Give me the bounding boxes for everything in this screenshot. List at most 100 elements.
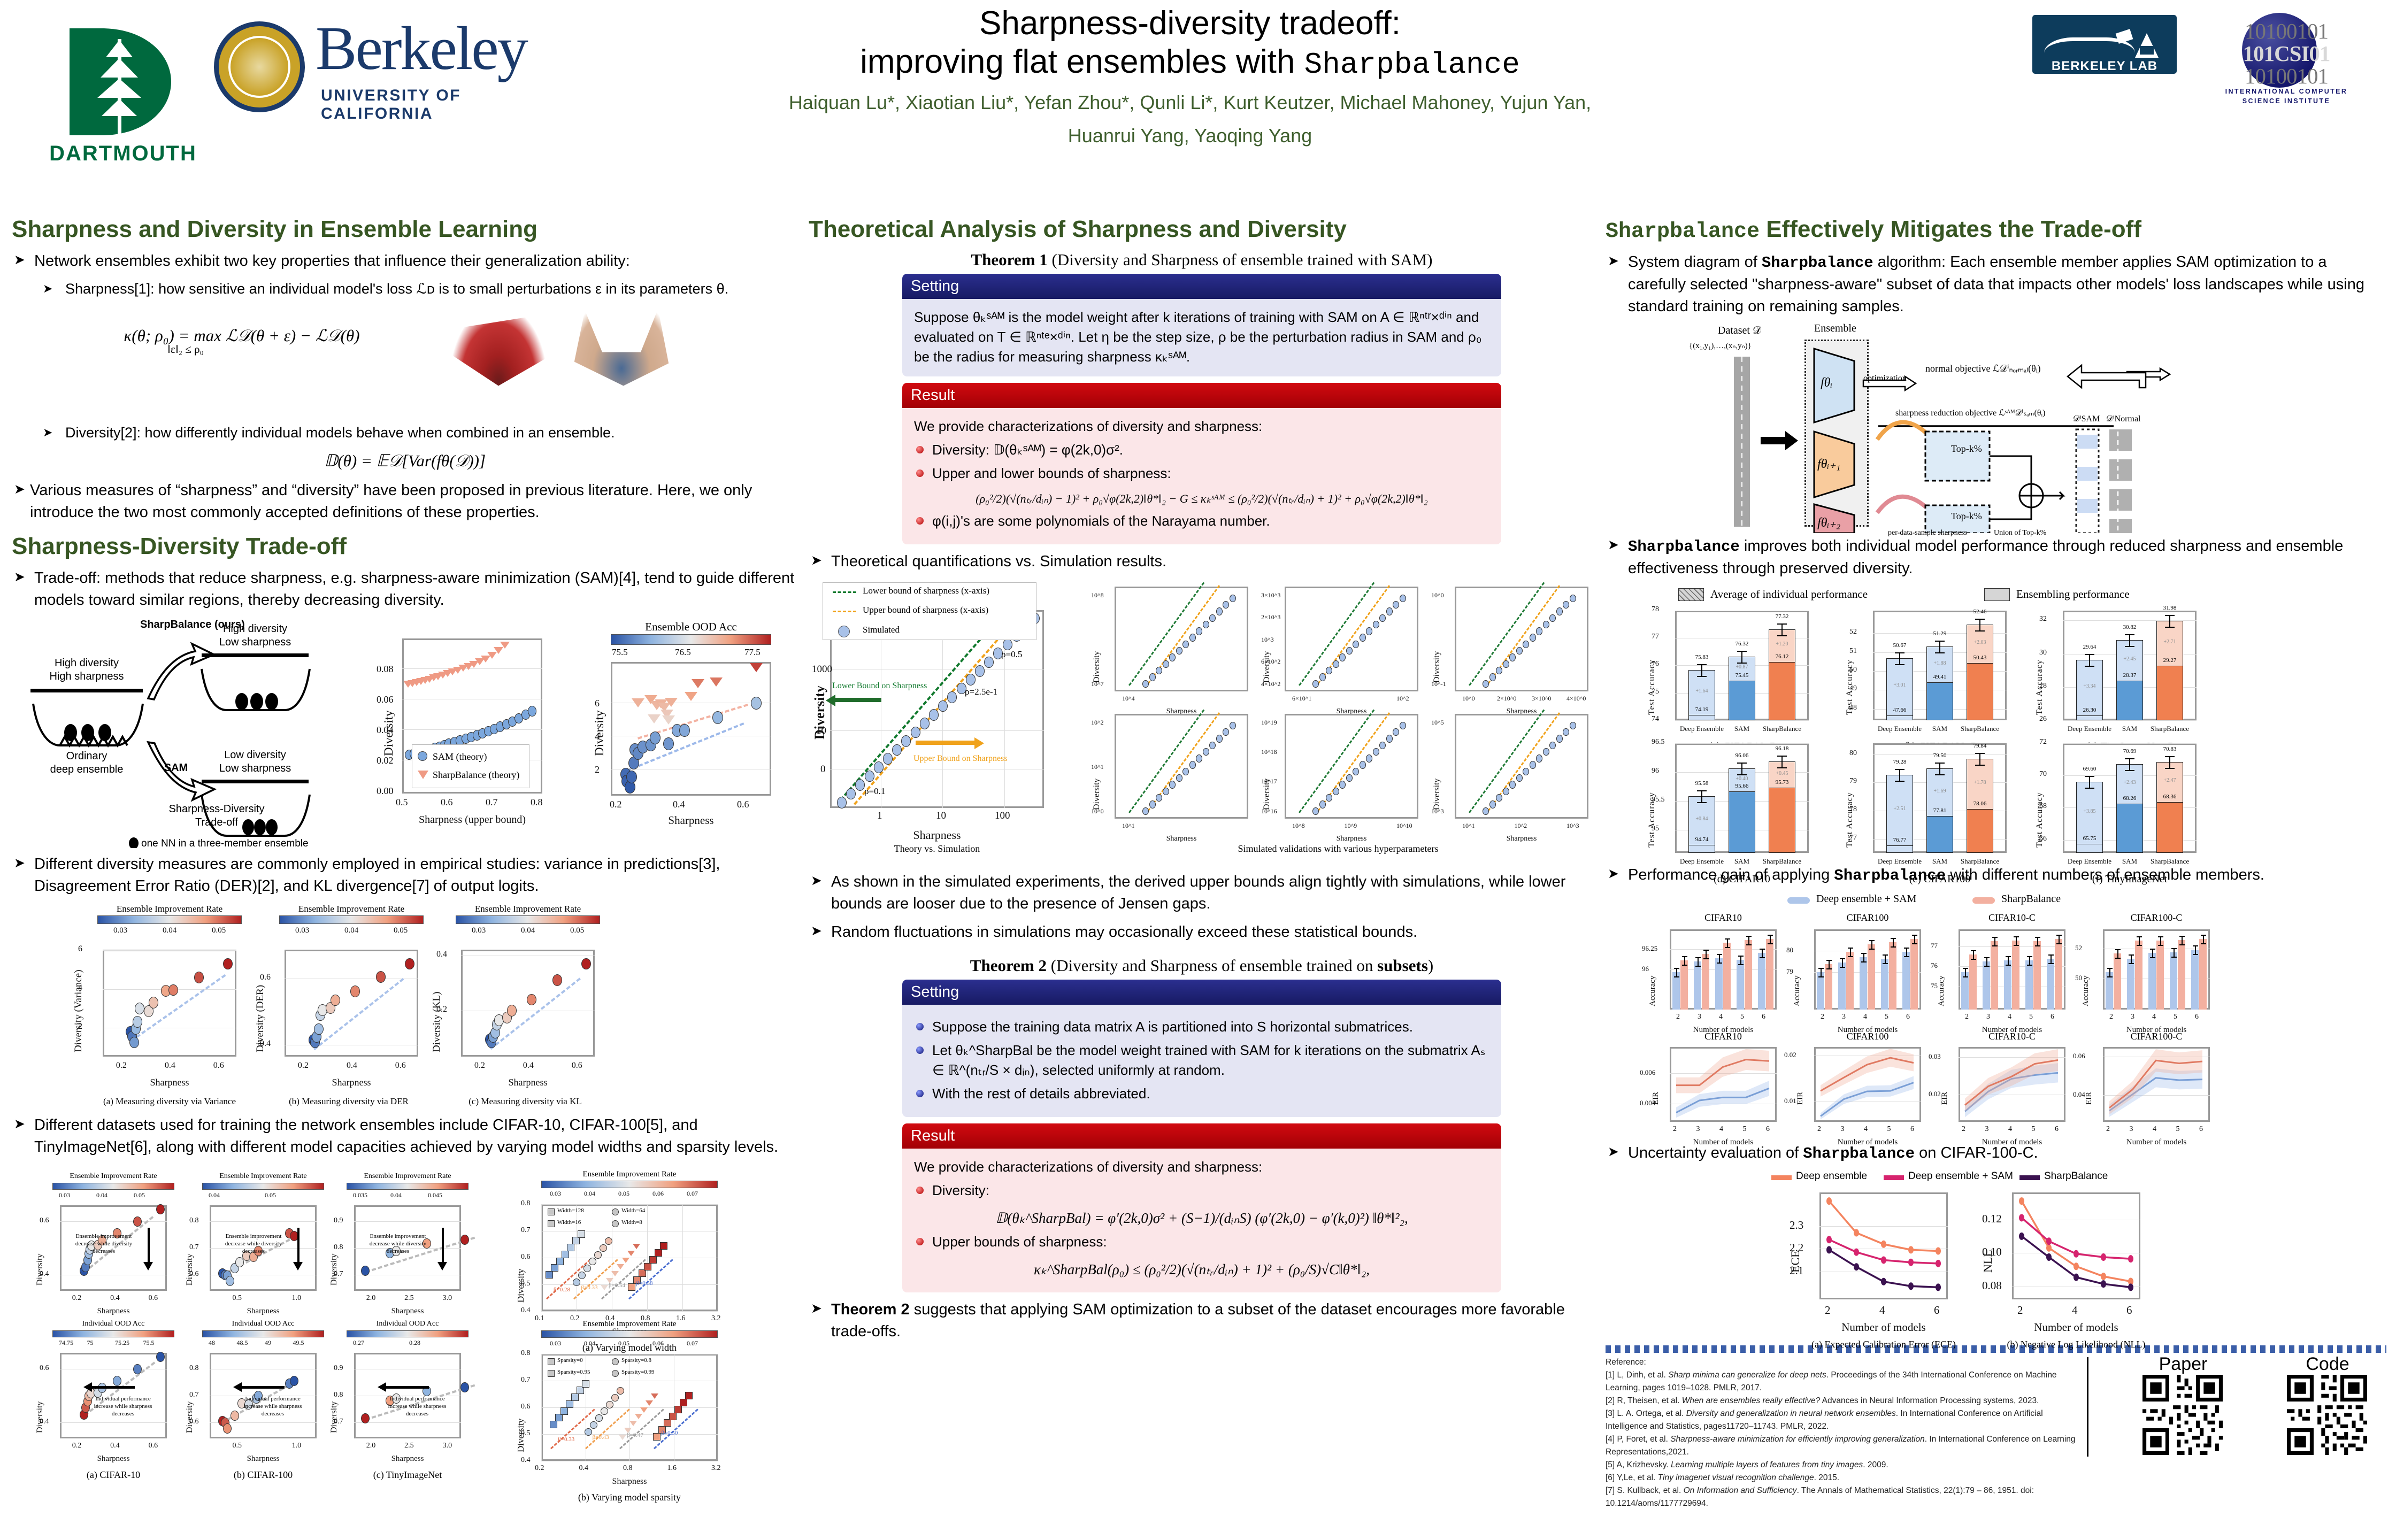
anno-lower-bound: Lower Bound on Sharpness: [832, 681, 927, 690]
anno-text: Individual performance increase while sh…: [94, 1396, 152, 1417]
reference-item: [1] L, Dinh, et al. Sharp minima can gen…: [1606, 1370, 2057, 1393]
arrow-lower-shaft: [833, 697, 881, 702]
member-x-tick: 3: [2131, 1013, 2134, 1021]
acc-ylabel: Accuracy: [1648, 975, 1657, 1007]
bar-y-tick: 26: [2039, 714, 2047, 723]
capacity-point: [555, 1414, 563, 1422]
x-tick: 0.4: [110, 1442, 120, 1450]
member-x-tick: 3: [1698, 1013, 1701, 1021]
acc-y-tick: 50: [2075, 974, 2082, 982]
sd-svg: [1761, 347, 2171, 533]
eir-x-tick: 5: [2176, 1125, 2180, 1134]
qr-paper-block[interactable]: Paper: [2119, 1354, 2247, 1458]
panel-point: [526, 994, 536, 1006]
member-error: [1906, 948, 1908, 956]
member-error: [2058, 935, 2060, 944]
qr-paper-label: Paper: [2159, 1354, 2208, 1375]
sim-panel-point: [1393, 728, 1399, 736]
theorem-2-title: Theorem 2 (Diversity and Sharpness of en…: [809, 956, 1595, 975]
panel-point: [235, 1257, 244, 1267]
member-error: [1719, 953, 1721, 962]
member-error-cap: [2048, 954, 2054, 956]
member-error: [1726, 938, 1728, 947]
bar-individual: [1729, 680, 1755, 720]
capacity-point: [584, 1428, 592, 1436]
bar-y-tick: 95: [1652, 824, 1659, 833]
cb-title: Ensemble Improvement Rate: [582, 1170, 677, 1179]
sd-dnormal-label: 𝒟ⁱNormal: [2106, 414, 2141, 424]
member-bar: [2025, 960, 2033, 1010]
sim-panel-point: [1542, 748, 1549, 756]
member-bar: [2135, 941, 2142, 1010]
member-bar: [1702, 953, 1709, 1010]
cb-tick: 0.04: [344, 926, 359, 935]
schem-label-ordinary: Ordinary deep ensemble: [50, 750, 124, 775]
member-error-cap: [2171, 948, 2177, 950]
panel-ylabel: Diversity (Variance): [73, 969, 84, 1052]
panel-point: [156, 1204, 165, 1215]
qr-code-repo-icon[interactable]: [2287, 1375, 2367, 1456]
x-tick: 3.0: [442, 1294, 452, 1303]
equation-diversity: 𝔻(θ) = 𝔼𝒟[Var(fθ(𝒟))]: [324, 451, 486, 470]
y-tick: 0.6: [189, 1418, 199, 1426]
bar-value-ensemble: 70.69: [2123, 748, 2137, 755]
y-tick: 0.7: [189, 1391, 199, 1399]
sim-point: [956, 682, 966, 695]
bar-value-ensemble: 29.64: [2083, 643, 2096, 650]
cb-title: Ensemble Improvement Rate: [298, 903, 405, 914]
sim-panel-point: [1176, 774, 1182, 782]
sim-panel-point: [1223, 600, 1229, 609]
bar-value-ensemble: 79.50: [1933, 752, 1947, 759]
sim-panel-point: [1339, 781, 1346, 789]
bullet-theoretical-quant: Theoretical quantifications vs. Simulati…: [809, 551, 1595, 573]
error-bar: [1899, 652, 1900, 665]
panel-ylabel: Diversity: [329, 1253, 339, 1286]
y-tick: 0.7: [189, 1243, 199, 1252]
sim-panel-ylabel: Diversity: [1092, 651, 1101, 683]
theorem-1-title: Theorem 1 (Diversity and Sharpness of en…: [809, 250, 1595, 270]
cb-tick: 49.5: [293, 1339, 304, 1347]
error-bar: [1939, 763, 1940, 775]
member-error-cap: [2193, 953, 2199, 955]
panel-xlabel: Sharpness: [391, 1307, 424, 1316]
member-error-cap: [2129, 954, 2134, 956]
sim-panel-point: [1339, 653, 1346, 661]
member-error: [1762, 949, 1763, 958]
panel-axes: [60, 1353, 167, 1439]
bar-delta: +1.69: [1933, 788, 1946, 794]
member-error: [2037, 937, 2038, 946]
y-tick: 0.4: [521, 1456, 531, 1465]
error-cap-bottom: [1697, 802, 1707, 804]
setting-body-1: Suppose θₖˢᴬᴹ is the model weight after …: [902, 299, 1501, 376]
eir-x-tick: 4: [1719, 1125, 1723, 1134]
beta-label: β=0.47: [626, 1432, 643, 1439]
capacity-legend-label: Sparsity=0.8: [621, 1357, 652, 1364]
error-bar: [1741, 650, 1742, 663]
qr-code-block[interactable]: Code: [2263, 1354, 2392, 1458]
cb-tick: 0.05: [134, 1191, 145, 1199]
error-cap-top: [1737, 650, 1747, 652]
member-error-cap: [1818, 976, 1824, 977]
error-bar: [1899, 768, 1900, 781]
qr-code-paper-icon[interactable]: [2142, 1375, 2223, 1456]
y-tick: 0.9: [334, 1364, 343, 1373]
error-cap-bottom: [1697, 676, 1707, 677]
panel-xlabel: Sharpness: [391, 1454, 424, 1464]
eir-axes: [1959, 1047, 2065, 1122]
sim-x-tick: 4×10^0: [1566, 694, 1586, 702]
member-error: [1871, 940, 1872, 949]
section-title-tradeoff: Sharpness-Diversity Trade-off: [12, 533, 347, 560]
capacity-caption: (a) Varying model width: [582, 1342, 677, 1353]
member-error-cap: [1760, 957, 1765, 959]
bar-value-individual: 65.75: [2083, 835, 2096, 842]
member-error: [2138, 936, 2140, 945]
eir-ylabel: EIR: [1796, 1091, 1804, 1105]
sim-panel-point: [1372, 748, 1379, 756]
capacity-legend-marker: [612, 1358, 619, 1366]
theorem-2-setting-box: Setting Suppose the training data matrix…: [902, 980, 1501, 1117]
panel-point: [391, 1393, 401, 1404]
y-tick: 2: [78, 1022, 82, 1031]
y-tick: 0.7: [334, 1270, 343, 1279]
bar-value-individual: 47.66: [1893, 706, 1907, 713]
bar-value-individual: 68.36: [2163, 793, 2177, 800]
